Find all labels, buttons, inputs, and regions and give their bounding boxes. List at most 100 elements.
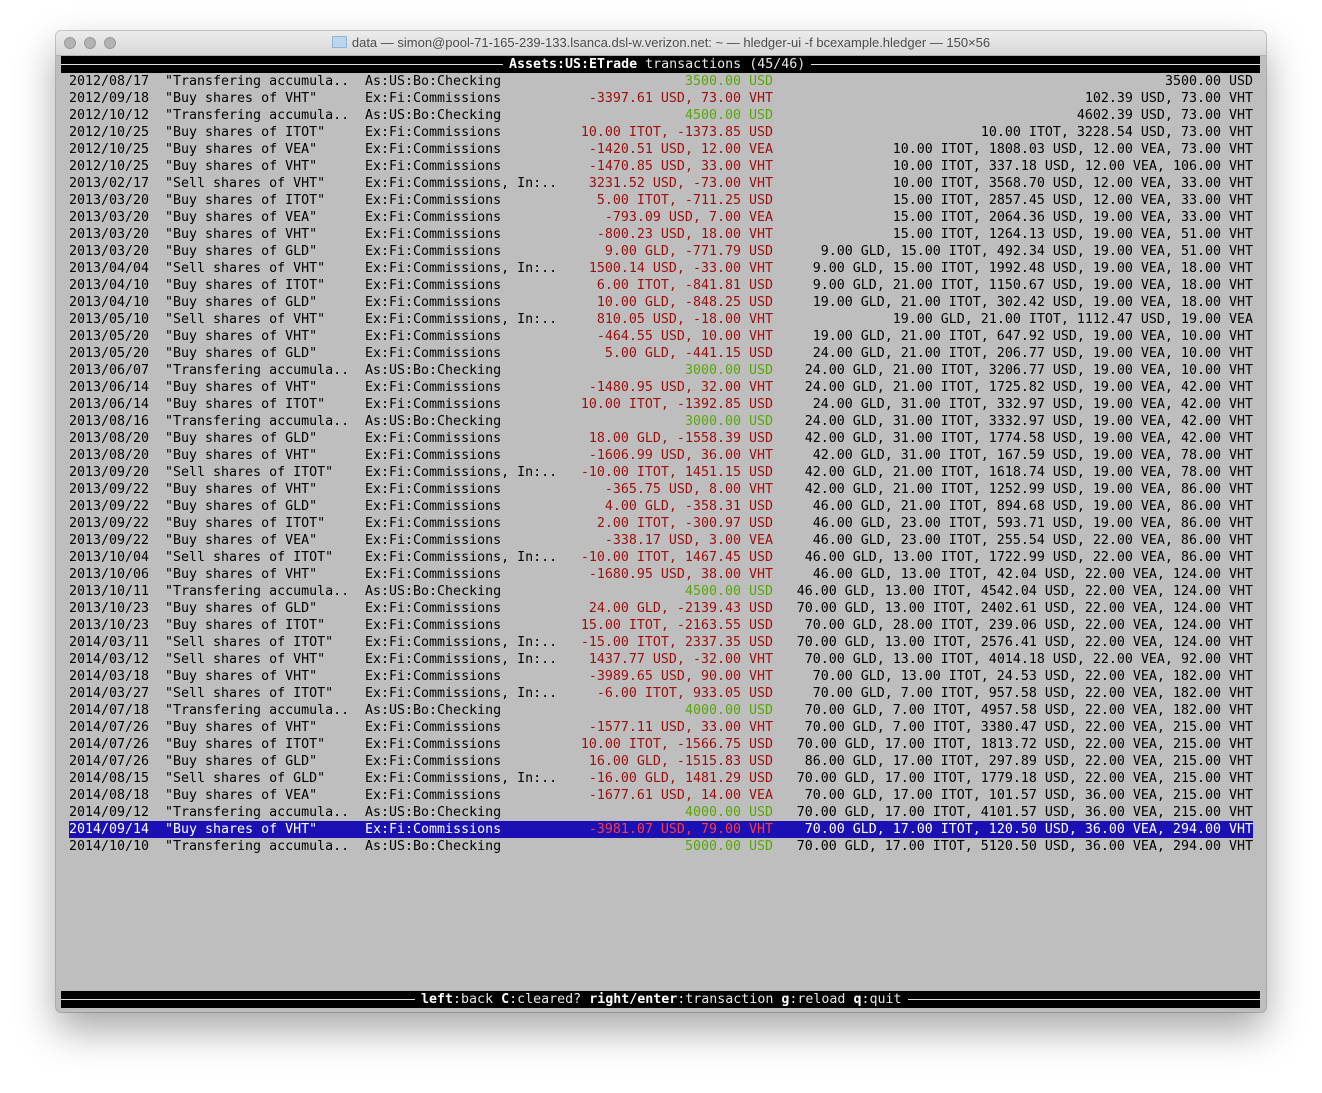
date-cell: 2013/03/20 <box>69 210 150 225</box>
table-row[interactable]: 2013/05/20 "Buy shares of VHT" Ex:Fi:Commi… <box>69 328 1253 345</box>
account-cell: Ex:Fi:Commissions <box>365 720 502 735</box>
account-cell: Ex:Fi:Commissions <box>365 669 502 684</box>
table-row[interactable]: 2014/09/12 "Transfering accumula.. As:US:B… <box>69 804 1253 821</box>
description-cell: "Buy shares of VHT" <box>165 822 318 837</box>
account-cell: Ex:Fi:Commissions <box>365 533 502 548</box>
date-cell: 2012/10/25 <box>69 159 150 174</box>
key-name: q <box>853 992 862 1007</box>
table-row[interactable]: 2013/04/04 "Sell shares of VHT" Ex:Fi:Comm… <box>69 260 1253 277</box>
table-row[interactable]: 2013/03/20 "Buy shares of ITOT" Ex:Fi:Comm… <box>69 192 1253 209</box>
table-row[interactable]: 2014/03/18 "Buy shares of VHT" Ex:Fi:Commi… <box>69 668 1253 685</box>
table-row[interactable]: 2013/10/23 "Buy shares of ITOT" Ex:Fi:Comm… <box>69 617 1253 634</box>
table-row[interactable]: 2014/07/26 "Buy shares of VHT" Ex:Fi:Commi… <box>69 719 1253 736</box>
balance-cell: 70.00 GLD, 17.00 ITOT, 120.50 USD, 36.00… <box>804 822 1253 837</box>
date-cell: 2014/07/18 <box>69 703 150 718</box>
date-cell: 2013/10/23 <box>69 601 150 616</box>
account-cell: Ex:Fi:Commissions <box>365 227 502 242</box>
table-row[interactable]: 2013/05/20 "Buy shares of GLD" Ex:Fi:Commi… <box>69 345 1253 362</box>
amount-cell: -1420.51 USD, 12.00 VEA <box>588 142 773 157</box>
table-row[interactable]: 2013/06/14 "Buy shares of VHT" Ex:Fi:Commi… <box>69 379 1253 396</box>
table-row[interactable]: 2013/09/22 "Buy shares of VHT" Ex:Fi:Commi… <box>69 481 1253 498</box>
description-cell: "Transfering accumula.. <box>165 805 350 820</box>
table-row[interactable]: 2013/05/10 "Sell shares of VHT" Ex:Fi:Comm… <box>69 311 1253 328</box>
table-row[interactable]: 2013/10/04 "Sell shares of ITOT" Ex:Fi:Com… <box>69 549 1253 566</box>
table-row[interactable]: 2012/10/12 "Transfering accumula.. As:US:B… <box>69 107 1253 124</box>
table-row[interactable]: 2013/02/17 "Sell shares of VHT" Ex:Fi:Comm… <box>69 175 1253 192</box>
balance-cell: 42.00 GLD, 21.00 ITOT, 1252.99 USD, 19.0… <box>804 482 1253 497</box>
table-row[interactable]: 2013/04/10 "Buy shares of ITOT" Ex:Fi:Comm… <box>69 277 1253 294</box>
table-row[interactable]: 2012/10/25 "Buy shares of VHT" Ex:Fi:Commi… <box>69 158 1253 175</box>
title-bar: data — simon@pool-71-165-239-133.lsanca.… <box>56 31 1266 56</box>
table-row[interactable]: 2012/08/17 "Transfering accumula.. As:US:B… <box>69 73 1253 90</box>
window-title: data — simon@pool-71-165-239-133.lsanca.… <box>351 35 991 50</box>
date-cell: 2013/05/20 <box>69 346 150 361</box>
table-row[interactable]: 2013/06/07 "Transfering accumula.. As:US:B… <box>69 362 1253 379</box>
close-button[interactable] <box>64 37 76 49</box>
balance-cell: 24.00 GLD, 31.00 ITOT, 3332.97 USD, 19.0… <box>804 414 1253 429</box>
date-cell: 2013/10/11 <box>69 584 150 599</box>
table-row[interactable]: 2013/10/23 "Buy shares of GLD" Ex:Fi:Commi… <box>69 600 1253 617</box>
balance-cell: 10.00 ITOT, 3568.70 USD, 12.00 VEA, 33.0… <box>892 176 1253 191</box>
balance-cell: 9.00 GLD, 15.00 ITOT, 1992.48 USD, 19.00… <box>812 261 1253 276</box>
table-row[interactable]: 2014/08/15 "Sell shares of GLD" Ex:Fi:Comm… <box>69 770 1253 787</box>
account-cell: Ex:Fi:Commissions <box>365 737 502 752</box>
table-row[interactable]: 2014/07/26 "Buy shares of GLD" Ex:Fi:Commi… <box>69 753 1253 770</box>
description-cell: "Buy shares of ITOT" <box>165 125 326 140</box>
table-row[interactable]: 2013/03/20 "Buy shares of VEA" Ex:Fi:Commi… <box>69 209 1253 226</box>
amount-cell: -10.00 ITOT, 1451.15 USD <box>580 465 773 480</box>
balance-cell: 10.00 ITOT, 1808.03 USD, 12.00 VEA, 73.0… <box>892 142 1253 157</box>
date-cell: 2013/04/04 <box>69 261 150 276</box>
table-row[interactable]: 2012/09/18 "Buy shares of VHT" Ex:Fi:Commi… <box>69 90 1253 107</box>
table-row[interactable]: 2013/09/22 "Buy shares of VEA" Ex:Fi:Commi… <box>69 532 1253 549</box>
table-row[interactable]: 2013/03/20 "Buy shares of GLD" Ex:Fi:Commi… <box>69 243 1253 260</box>
table-row[interactable]: 2013/04/10 "Buy shares of GLD" Ex:Fi:Commi… <box>69 294 1253 311</box>
table-row[interactable]: 2013/08/20 "Buy shares of GLD" Ex:Fi:Commi… <box>69 430 1253 447</box>
table-row[interactable]: 2014/03/12 "Sell shares of VHT" Ex:Fi:Comm… <box>69 651 1253 668</box>
amount-cell: -1480.95 USD, 32.00 VHT <box>588 380 773 395</box>
balance-cell: 24.00 GLD, 21.00 ITOT, 3206.77 USD, 19.0… <box>804 363 1253 378</box>
key-hint: right/enter:transaction <box>589 992 773 1007</box>
table-row[interactable]: 2013/09/22 "Buy shares of GLD" Ex:Fi:Commi… <box>69 498 1253 515</box>
table-row[interactable]: 2014/07/18 "Transfering accumula.. As:US:B… <box>69 702 1253 719</box>
balance-cell: 15.00 ITOT, 2064.36 USD, 19.00 VEA, 33.0… <box>892 210 1253 225</box>
account-cell: Ex:Fi:Commissions <box>365 244 502 259</box>
balance-cell: 46.00 GLD, 13.00 ITOT, 4542.04 USD, 22.0… <box>796 584 1253 599</box>
table-row[interactable]: 2013/09/20 "Sell shares of ITOT" Ex:Fi:Com… <box>69 464 1253 481</box>
table-row[interactable]: 2013/08/16 "Transfering accumula.. As:US:B… <box>69 413 1253 430</box>
table-row-selected[interactable]: 2014/09/14 "Buy shares of VHT" Ex:Fi:Commi… <box>69 821 1253 838</box>
balance-cell: 24.00 GLD, 31.00 ITOT, 332.97 USD, 19.00… <box>812 397 1253 412</box>
account-cell: As:US:Bo:Checking <box>365 363 502 378</box>
table-row[interactable]: 2014/03/27 "Sell shares of ITOT" Ex:Fi:Com… <box>69 685 1253 702</box>
table-row[interactable]: 2014/10/10 "Transfering accumula.. As:US:B… <box>69 838 1253 855</box>
table-row[interactable]: 2014/08/18 "Buy shares of VEA" Ex:Fi:Commi… <box>69 787 1253 804</box>
date-cell: 2012/10/25 <box>69 142 150 157</box>
balance-cell: 102.39 USD, 73.00 VHT <box>1084 91 1253 106</box>
amount-cell: 5.00 ITOT, -711.25 USD <box>596 193 773 208</box>
table-row[interactable]: 2013/09/22 "Buy shares of ITOT" Ex:Fi:Comm… <box>69 515 1253 532</box>
balance-cell: 46.00 GLD, 13.00 ITOT, 1722.99 USD, 22.0… <box>804 550 1253 565</box>
table-row[interactable]: 2013/10/11 "Transfering accumula.. As:US:B… <box>69 583 1253 600</box>
table-row[interactable]: 2014/03/11 "Sell shares of ITOT" Ex:Fi:Com… <box>69 634 1253 651</box>
description-cell: "Buy shares of VHT" <box>165 482 318 497</box>
minimize-button[interactable] <box>84 37 96 49</box>
key-action: cleared? <box>517 992 582 1007</box>
zoom-button[interactable] <box>104 37 116 49</box>
table-row[interactable]: 2013/03/20 "Buy shares of VHT" Ex:Fi:Commi… <box>69 226 1253 243</box>
window-title-wrap: data — simon@pool-71-165-239-133.lsanca.… <box>56 35 1266 50</box>
key-hint: g:reload <box>781 992 845 1007</box>
amount-cell: -16.00 GLD, 1481.29 USD <box>588 771 773 786</box>
table-row[interactable]: 2013/06/14 "Buy shares of ITOT" Ex:Fi:Comm… <box>69 396 1253 413</box>
table-row[interactable]: 2012/10/25 "Buy shares of VEA" Ex:Fi:Commi… <box>69 141 1253 158</box>
date-cell: 2013/04/10 <box>69 278 150 293</box>
date-cell: 2013/05/20 <box>69 329 150 344</box>
table-row[interactable]: 2013/08/20 "Buy shares of VHT" Ex:Fi:Commi… <box>69 447 1253 464</box>
account-cell: Ex:Fi:Commissions, In:.. <box>365 771 558 786</box>
date-cell: 2013/03/20 <box>69 244 150 259</box>
description-cell: "Buy shares of ITOT" <box>165 278 326 293</box>
table-row[interactable]: 2014/07/26 "Buy shares of ITOT" Ex:Fi:Comm… <box>69 736 1253 753</box>
table-row[interactable]: 2012/10/25 "Buy shares of ITOT" Ex:Fi:Comm… <box>69 124 1253 141</box>
balance-cell: 46.00 GLD, 23.00 ITOT, 255.54 USD, 22.00… <box>812 533 1253 548</box>
account-cell: As:US:Bo:Checking <box>365 74 502 89</box>
table-row[interactable]: 2013/10/06 "Buy shares of VHT" Ex:Fi:Commi… <box>69 566 1253 583</box>
amount-cell: 810.05 USD, -18.00 VHT <box>596 312 773 327</box>
